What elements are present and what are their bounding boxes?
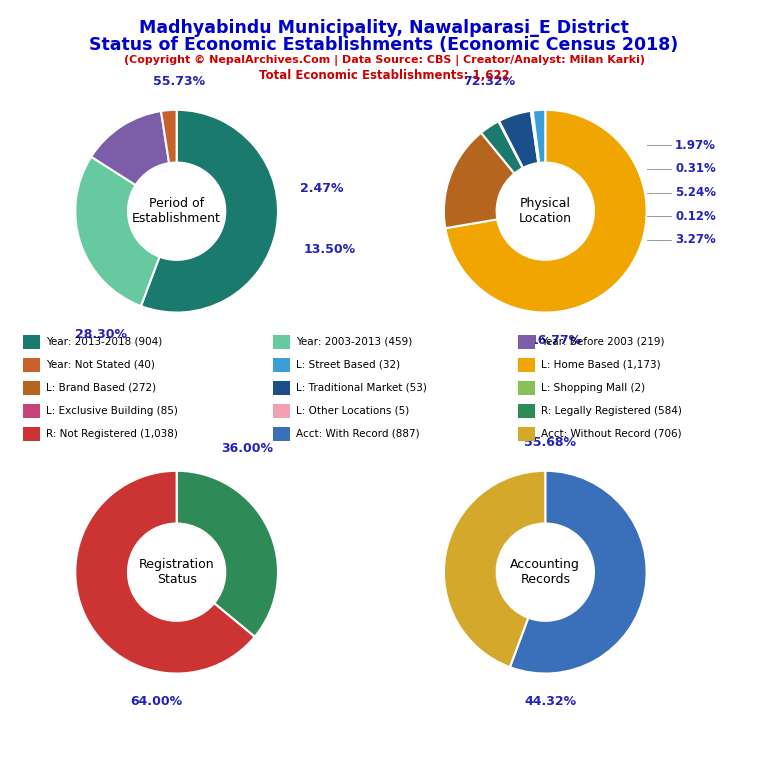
Text: L: Exclusive Building (85): L: Exclusive Building (85) xyxy=(46,406,178,416)
Wedge shape xyxy=(177,471,278,637)
Wedge shape xyxy=(499,111,538,168)
Text: Period of
Establishment: Period of Establishment xyxy=(132,197,221,225)
Text: 13.50%: 13.50% xyxy=(303,243,356,257)
Text: R: Legally Registered (584): R: Legally Registered (584) xyxy=(541,406,682,416)
Text: (Copyright © NepalArchives.Com | Data Source: CBS | Creator/Analyst: Milan Karki: (Copyright © NepalArchives.Com | Data So… xyxy=(124,55,644,66)
Text: 5.24%: 5.24% xyxy=(675,187,716,200)
Text: 0.31%: 0.31% xyxy=(675,162,716,175)
Text: Status of Economic Establishments (Economic Census 2018): Status of Economic Establishments (Econo… xyxy=(89,36,679,54)
Text: 3.27%: 3.27% xyxy=(675,233,716,246)
Wedge shape xyxy=(531,111,539,163)
Wedge shape xyxy=(91,111,169,185)
Text: Year: Before 2003 (219): Year: Before 2003 (219) xyxy=(541,336,665,347)
Text: 72.32%: 72.32% xyxy=(463,75,515,88)
Text: 36.00%: 36.00% xyxy=(222,442,273,455)
Wedge shape xyxy=(444,471,545,667)
Text: 55.68%: 55.68% xyxy=(525,436,576,449)
Wedge shape xyxy=(75,471,255,674)
Text: 64.00%: 64.00% xyxy=(131,695,183,708)
Text: 1.97%: 1.97% xyxy=(675,139,716,152)
Text: Acct: Without Record (706): Acct: Without Record (706) xyxy=(541,429,682,439)
Text: Year: Not Stated (40): Year: Not Stated (40) xyxy=(46,359,155,370)
Wedge shape xyxy=(75,157,160,306)
Wedge shape xyxy=(161,110,177,163)
Wedge shape xyxy=(533,110,545,163)
Text: 28.30%: 28.30% xyxy=(74,329,127,342)
Text: 0.12%: 0.12% xyxy=(675,210,716,223)
Wedge shape xyxy=(498,121,523,168)
Text: Physical
Location: Physical Location xyxy=(518,197,572,225)
Text: L: Traditional Market (53): L: Traditional Market (53) xyxy=(296,382,426,393)
Text: L: Other Locations (5): L: Other Locations (5) xyxy=(296,406,409,416)
Text: 2.47%: 2.47% xyxy=(300,182,344,195)
Wedge shape xyxy=(481,121,523,174)
Text: Acct: With Record (887): Acct: With Record (887) xyxy=(296,429,419,439)
Text: Year: 2013-2018 (904): Year: 2013-2018 (904) xyxy=(46,336,162,347)
Wedge shape xyxy=(510,471,647,674)
Wedge shape xyxy=(444,133,515,228)
Wedge shape xyxy=(445,110,647,313)
Text: L: Brand Based (272): L: Brand Based (272) xyxy=(46,382,156,393)
Wedge shape xyxy=(141,110,278,313)
Text: 16.77%: 16.77% xyxy=(529,334,581,347)
Text: L: Home Based (1,173): L: Home Based (1,173) xyxy=(541,359,661,370)
Text: 44.32%: 44.32% xyxy=(525,695,577,708)
Text: Registration
Status: Registration Status xyxy=(139,558,214,586)
Text: L: Shopping Mall (2): L: Shopping Mall (2) xyxy=(541,382,646,393)
Text: R: Not Registered (1,038): R: Not Registered (1,038) xyxy=(46,429,178,439)
Text: Total Economic Establishments: 1,622: Total Economic Establishments: 1,622 xyxy=(259,69,509,82)
Text: Year: 2003-2013 (459): Year: 2003-2013 (459) xyxy=(296,336,412,347)
Text: Accounting
Records: Accounting Records xyxy=(511,558,580,586)
Text: Madhyabindu Municipality, Nawalparasi_E District: Madhyabindu Municipality, Nawalparasi_E … xyxy=(139,19,629,37)
Text: L: Street Based (32): L: Street Based (32) xyxy=(296,359,400,370)
Text: 55.73%: 55.73% xyxy=(153,75,205,88)
